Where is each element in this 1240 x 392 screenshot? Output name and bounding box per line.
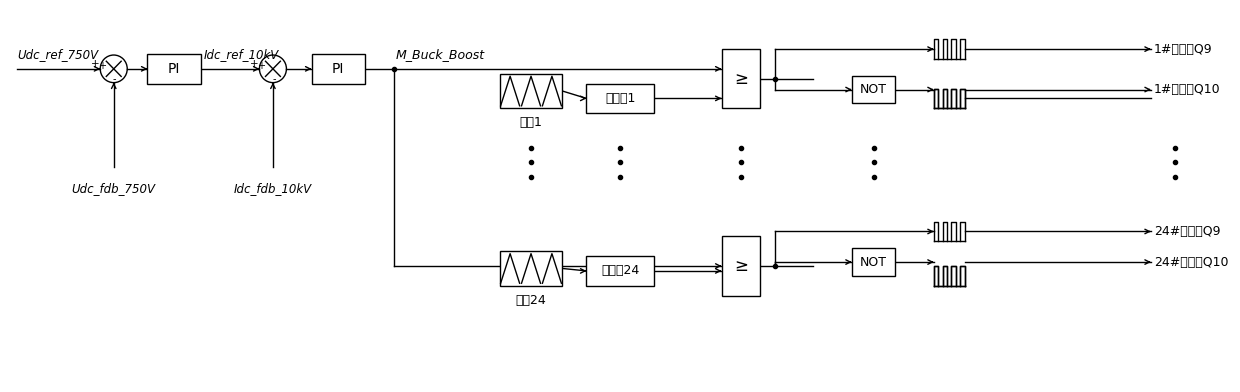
Text: +: + bbox=[249, 59, 258, 69]
Text: 24#模组的Q10: 24#模组的Q10 bbox=[1153, 256, 1229, 269]
Text: PI: PI bbox=[167, 62, 180, 76]
Text: 移相角1: 移相角1 bbox=[605, 92, 635, 105]
Text: 移相角24: 移相角24 bbox=[601, 265, 640, 278]
Text: 载波1: 载波1 bbox=[520, 116, 542, 129]
Text: +: + bbox=[98, 61, 105, 71]
Bar bbox=[722, 236, 760, 296]
Text: +: + bbox=[257, 61, 265, 71]
Bar bbox=[587, 256, 653, 286]
Text: Idc_ref_10kV: Idc_ref_10kV bbox=[203, 48, 279, 61]
Text: NOT: NOT bbox=[861, 256, 887, 269]
Text: Udc_ref_750V: Udc_ref_750V bbox=[17, 48, 98, 61]
Text: -: - bbox=[113, 74, 117, 83]
Text: NOT: NOT bbox=[861, 83, 887, 96]
Text: PI: PI bbox=[332, 62, 345, 76]
Bar bbox=[311, 54, 365, 83]
Text: Idc_fdb_10kV: Idc_fdb_10kV bbox=[234, 182, 312, 195]
Bar bbox=[500, 74, 563, 108]
Text: -: - bbox=[272, 74, 275, 83]
Text: 24#模组的Q9: 24#模组的Q9 bbox=[1153, 225, 1220, 238]
Bar bbox=[852, 248, 895, 276]
Text: ≥: ≥ bbox=[734, 257, 748, 275]
Text: Udc_fdb_750V: Udc_fdb_750V bbox=[72, 182, 156, 195]
Text: ≥: ≥ bbox=[734, 70, 748, 88]
Text: M_Buck_Boost: M_Buck_Boost bbox=[396, 48, 485, 61]
Text: +: + bbox=[91, 59, 99, 69]
Text: 1#模组的Q9: 1#模组的Q9 bbox=[1153, 43, 1213, 56]
Bar bbox=[852, 76, 895, 103]
Bar bbox=[587, 83, 653, 113]
Text: 1#模组的Q10: 1#模组的Q10 bbox=[1153, 83, 1220, 96]
Bar bbox=[148, 54, 201, 83]
Bar bbox=[722, 49, 760, 108]
Text: 载波24: 载波24 bbox=[516, 294, 547, 307]
Bar bbox=[500, 251, 563, 286]
